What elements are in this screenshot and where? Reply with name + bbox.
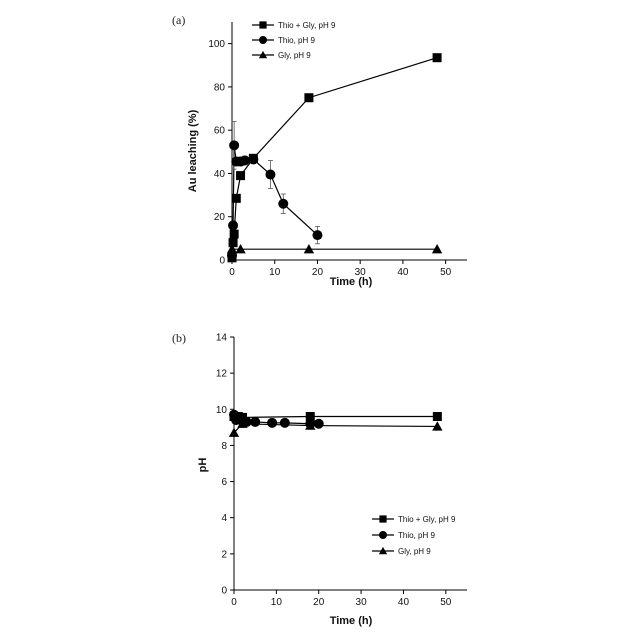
legend-entry: Thio, pH 9	[372, 531, 435, 540]
legend-marker	[259, 36, 267, 44]
y-tick-label: 8	[221, 441, 227, 452]
data-point	[265, 170, 275, 180]
data-point	[280, 418, 290, 428]
data-point	[229, 140, 239, 150]
y-tick-label: 12	[216, 369, 228, 380]
x-tick-label: 40	[397, 267, 409, 278]
y-tick-label: 10	[216, 405, 228, 416]
data-point	[433, 53, 442, 62]
legend-marker	[379, 531, 387, 539]
panel-label-b: (b)	[172, 331, 186, 345]
legend-entry: Gly, pH 9	[252, 51, 311, 60]
y-tick-label: 6	[221, 477, 227, 488]
data-point	[278, 199, 288, 209]
legend-marker	[379, 515, 386, 522]
y-tick-label: 100	[208, 39, 225, 50]
x-tick-label: 10	[269, 267, 281, 278]
data-point	[248, 154, 258, 164]
data-point	[312, 230, 322, 240]
legend-a: Thio + Gly, pH 9 Thio, pH 9 Gly, pH 9	[252, 21, 336, 60]
legend-marker	[259, 21, 266, 28]
series-triangle	[227, 244, 442, 253]
legend-entry: Gly, pH 9	[372, 547, 431, 556]
data-point	[267, 418, 277, 428]
x-axis-title-a: Time (h)	[330, 276, 373, 288]
legend-b: Thio + Gly, pH 9 Thio, pH 9 Gly, pH 9	[372, 515, 456, 556]
series-square	[230, 412, 442, 422]
plot-area-a	[227, 53, 442, 262]
y-tick-label: 14	[216, 333, 228, 344]
x-tick-label: 0	[231, 597, 237, 608]
x-tick-label: 20	[312, 267, 324, 278]
y-tick-label: 2	[221, 549, 227, 560]
series-square	[228, 53, 442, 262]
legend-label: Gly, pH 9	[398, 547, 431, 556]
series-line	[234, 424, 437, 433]
data-point	[250, 417, 260, 427]
y-tick-label: 40	[214, 169, 226, 180]
x-tick-label: 20	[313, 597, 325, 608]
y-tick-label: 4	[221, 513, 227, 524]
data-point	[228, 220, 238, 230]
series-line	[232, 58, 437, 258]
x-tick-label: 30	[356, 597, 368, 608]
series-circle	[227, 122, 322, 261]
y-tick-label: 0	[221, 586, 227, 597]
x-tick-label: 10	[271, 597, 283, 608]
legend-label: Thio, pH 9	[278, 36, 315, 45]
y-tick-label: 0	[219, 256, 225, 267]
series-triangle	[229, 419, 443, 437]
series-line	[234, 417, 437, 418]
legend-entry: Thio + Gly, pH 9	[252, 21, 336, 30]
x-tick-label: 0	[229, 267, 235, 278]
data-point	[236, 171, 245, 180]
y-axis-title-b: pH	[197, 458, 209, 473]
data-point	[433, 412, 442, 421]
legend-entry: Thio, pH 9	[252, 36, 315, 45]
data-point	[304, 93, 313, 102]
data-point	[314, 419, 324, 429]
axes-b: 0 10 20 30 40 50 0 2 4 6 8 10 12 14	[216, 333, 467, 609]
x-tick-label: 30	[355, 267, 367, 278]
y-axis-title-a: Au leaching (%)	[187, 109, 199, 192]
chart-panel-b: (b) pH Time (h) 0 10 20 30 40 50 0 2 4 6 8 10 12 14 T…	[172, 331, 467, 627]
data-point	[230, 230, 239, 239]
y-tick-label: 60	[214, 126, 226, 137]
legend-label: Thio, pH 9	[398, 531, 435, 540]
x-tick-label: 50	[440, 267, 452, 278]
legend-entry: Thio + Gly, pH 9	[372, 515, 456, 524]
panel-label-a: (a)	[172, 13, 185, 27]
plot-area-b	[229, 410, 443, 437]
legend-label: Thio + Gly, pH 9	[398, 515, 456, 524]
x-tick-label: 50	[440, 597, 452, 608]
x-axis-title-b: Time (h)	[330, 615, 373, 627]
x-tick-label: 40	[398, 597, 410, 608]
legend-label: Thio + Gly, pH 9	[278, 21, 336, 30]
data-point	[240, 155, 250, 165]
y-tick-label: 20	[214, 212, 226, 223]
y-tick-label: 80	[214, 82, 226, 93]
legend-label: Gly, pH 9	[278, 51, 311, 60]
chart-panel-a: (a) Au leaching (%) Time (h) 0 10 20 30 40 50…	[172, 13, 467, 288]
